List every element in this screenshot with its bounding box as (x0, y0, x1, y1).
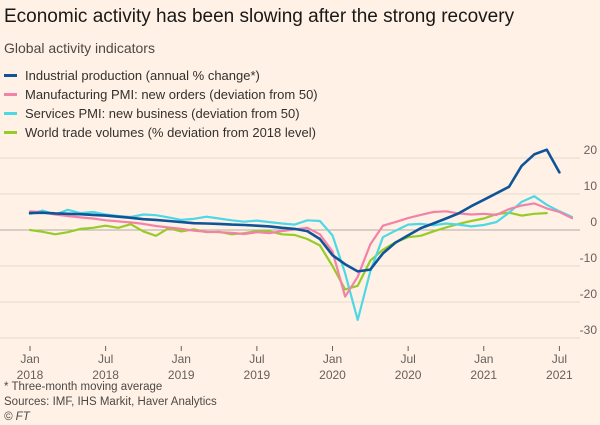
legend-swatch (4, 93, 17, 96)
x-tick-label-month: Jul (400, 352, 415, 366)
legend-swatch (4, 112, 17, 115)
y-tick-label: 20 (584, 143, 598, 157)
x-tick-label-month: Jan (323, 352, 342, 366)
legend-label: Industrial production (annual % change*) (25, 68, 260, 83)
chart-title: Economic activity has been slowing after… (4, 6, 515, 27)
legend-swatch (4, 131, 17, 134)
x-tick-label-year: 2020 (319, 368, 346, 382)
y-tick-label: 0 (590, 215, 597, 229)
x-tick-label-year: 2018 (92, 368, 119, 382)
x-tick-label-year: 2018 (17, 368, 44, 382)
legend-label: World trade volumes (% deviation from 20… (25, 125, 316, 140)
legend-label: Services PMI: new business (deviation fr… (25, 106, 300, 121)
x-tick-label-year: 2021 (546, 368, 573, 382)
chart-subtitle: Global activity indicators (4, 40, 155, 56)
x-tick-label-month: Jan (172, 352, 191, 366)
ft-credit: © FT (4, 411, 30, 423)
x-tick-label-year: 2021 (470, 368, 497, 382)
footnote-moving-average: * Three-month moving average (4, 381, 163, 393)
series-line-4 (28, 148, 561, 273)
x-tick-label-month: Jul (249, 352, 264, 366)
y-tick-label: -30 (580, 323, 598, 337)
series-lines (28, 148, 574, 322)
x-tick-label-month: Jul (552, 352, 567, 366)
legend-item: World trade volumes (% deviation from 20… (4, 123, 318, 142)
y-tick-label: -10 (580, 251, 598, 265)
x-tick-label-year: 2020 (395, 368, 422, 382)
legend-swatch (4, 74, 17, 77)
y-tick-label: 10 (584, 179, 598, 193)
legend: Industrial production (annual % change*)… (4, 66, 318, 142)
legend-item: Manufacturing PMI: new orders (deviation… (4, 85, 318, 104)
x-tick-label-year: 2019 (168, 368, 195, 382)
x-tick-label-year: 2019 (244, 368, 271, 382)
x-tick-label-month: Jan (474, 352, 493, 366)
x-tick-label-month: Jan (20, 352, 39, 366)
legend-item: Industrial production (annual % change*) (4, 66, 318, 85)
y-tick-label: -20 (580, 287, 598, 301)
legend-item: Services PMI: new business (deviation fr… (4, 104, 318, 123)
y-axis-ticks: 20 10 0 -10 -20 -30 (580, 143, 598, 337)
series-line-3 (28, 202, 574, 298)
gridlines (0, 157, 580, 339)
footnote-sources: Sources: IMF, IHS Markit, Haver Analytic… (4, 396, 217, 408)
x-tick-label-month: Jul (98, 352, 113, 366)
legend-label: Manufacturing PMI: new orders (deviation… (25, 87, 318, 102)
x-axis: Jan 2018 Jul 2018 Jan 2019 Jul 2019 Jan 2020 Jul 20… (17, 346, 573, 382)
series-line-1 (28, 211, 548, 291)
